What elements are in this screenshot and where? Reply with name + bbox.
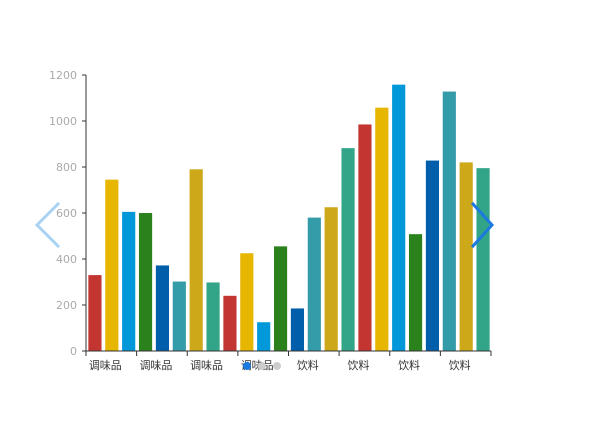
bar[interactable] (425, 160, 440, 351)
y-tick-label: 0 (70, 345, 77, 358)
bar[interactable] (358, 124, 372, 351)
bar[interactable] (307, 217, 321, 351)
x-axis: 调味品调味品调味品调味品饮料饮料饮料饮料 (85, 350, 492, 372)
bar[interactable] (206, 282, 220, 351)
y-axis: 0 200 400 600 800 1000 1200 (49, 69, 87, 358)
bar[interactable] (341, 148, 355, 351)
x-tick-label: 调味品 (89, 359, 122, 372)
bar[interactable] (122, 211, 136, 351)
bar[interactable] (257, 322, 271, 351)
bar[interactable] (273, 246, 288, 351)
x-tick-label: 调味品 (139, 359, 172, 372)
y-tick-label: 400 (56, 253, 77, 266)
bar[interactable] (442, 91, 456, 351)
bar[interactable] (408, 234, 423, 351)
bar[interactable] (138, 213, 153, 351)
next-arrow-button[interactable] (468, 200, 498, 250)
pagination-dot[interactable] (258, 362, 266, 370)
bar[interactable] (459, 162, 473, 351)
x-tick-label: 饮料 (347, 358, 369, 372)
bar[interactable] (392, 84, 406, 351)
bar[interactable] (476, 168, 490, 351)
y-tick-label: 600 (56, 207, 77, 220)
bar-series (88, 84, 490, 351)
prev-arrow-button[interactable] (32, 200, 62, 250)
pagination-dot[interactable] (243, 362, 251, 370)
bar[interactable] (172, 281, 186, 351)
bar[interactable] (189, 169, 203, 351)
chevron-right-icon (470, 201, 495, 249)
y-tick-label: 200 (56, 299, 77, 312)
bar[interactable] (88, 275, 102, 351)
y-tick-label: 1000 (49, 115, 77, 128)
bar[interactable] (240, 253, 254, 351)
bar[interactable] (324, 207, 338, 351)
pagination-dot[interactable] (273, 362, 281, 370)
bar[interactable] (223, 295, 237, 351)
bar[interactable] (155, 265, 170, 351)
x-tick-label: 饮料 (398, 358, 420, 372)
bar[interactable] (105, 179, 119, 351)
bar[interactable] (290, 308, 305, 351)
y-tick-label: 1200 (49, 69, 77, 82)
y-tick-label: 800 (56, 161, 77, 174)
bar[interactable] (375, 107, 389, 351)
x-tick-label: 饮料 (297, 358, 319, 372)
x-tick-label: 调味品 (190, 359, 223, 372)
chevron-left-icon (34, 201, 61, 249)
x-tick-label: 饮料 (449, 358, 471, 372)
